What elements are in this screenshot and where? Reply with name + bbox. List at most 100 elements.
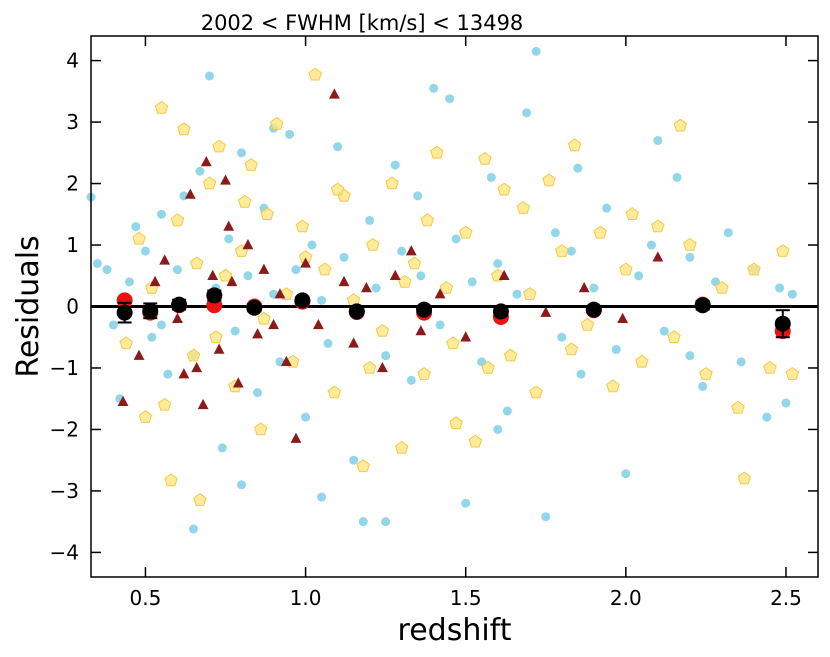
point-0-19 xyxy=(230,326,240,336)
point-1-67 xyxy=(237,194,252,208)
y-tick-label: 0 xyxy=(66,295,79,319)
point-2-24 xyxy=(348,337,360,348)
point-1-32 xyxy=(417,366,431,380)
point-1-45 xyxy=(567,138,582,152)
point-4-10 xyxy=(694,297,711,314)
point-4-6 xyxy=(348,303,365,320)
y-tick-label: 1 xyxy=(66,233,79,257)
point-2-11 xyxy=(226,275,238,287)
point-0-66 xyxy=(646,240,656,250)
point-0-72 xyxy=(723,228,733,238)
point-0-21 xyxy=(243,271,253,281)
point-0-15 xyxy=(204,71,214,81)
point-1-29 xyxy=(385,176,399,190)
point-0-68 xyxy=(672,172,682,182)
x-tick-label: 1.0 xyxy=(290,586,322,610)
axes: 0.5 1.0 1.5 2.0 2.5 −4 −3 −2 −1 0 1 2 3 4 xyxy=(50,36,818,610)
point-0-89 xyxy=(653,136,663,146)
point-1-31 xyxy=(407,256,422,270)
point-0-37 xyxy=(371,283,381,293)
series-2 xyxy=(117,88,664,443)
point-1-42 xyxy=(529,385,543,399)
point-0-35 xyxy=(358,517,368,527)
point-0-59 xyxy=(566,246,576,256)
point-2-2 xyxy=(149,275,161,287)
x-tick-label: 2.5 xyxy=(770,586,802,610)
binned-mean-marker xyxy=(294,292,311,309)
point-2-8 xyxy=(207,269,219,280)
point-2-25 xyxy=(361,282,372,293)
point-0-65 xyxy=(634,271,644,281)
point-0-75 xyxy=(762,412,772,422)
point-0-48 xyxy=(467,277,477,287)
point-1-43 xyxy=(542,173,556,187)
point-0-87 xyxy=(413,191,423,201)
point-2-39 xyxy=(223,220,235,231)
point-0-46 xyxy=(451,234,461,244)
point-0-80 xyxy=(237,480,247,490)
point-1-50 xyxy=(635,354,649,368)
point-1-14 xyxy=(244,157,258,171)
point-1-71 xyxy=(362,360,377,374)
point-0-61 xyxy=(589,283,599,293)
binned-mean-marker xyxy=(416,301,433,318)
point-2-18 xyxy=(280,355,292,367)
binned-mean-marker xyxy=(694,297,711,314)
point-1-78 xyxy=(564,342,579,356)
x-axis-title: redshift xyxy=(398,613,512,648)
point-1-6 xyxy=(177,122,191,136)
y-tick-label: 4 xyxy=(66,49,79,73)
point-0-42 xyxy=(416,271,426,281)
point-4-8 xyxy=(492,303,509,320)
point-1-35 xyxy=(449,416,463,430)
point-0-53 xyxy=(512,289,522,299)
point-0-8 xyxy=(147,332,157,342)
point-1-36 xyxy=(458,225,473,239)
point-1-27 xyxy=(366,237,380,251)
y-tick-label: −3 xyxy=(50,479,79,503)
point-0-52 xyxy=(502,406,512,416)
point-0-39 xyxy=(390,160,400,170)
y-tick-label: −4 xyxy=(50,540,79,564)
point-0-81 xyxy=(317,492,327,502)
point-1-53 xyxy=(673,118,688,132)
point-2-9 xyxy=(213,343,225,354)
point-4-1 xyxy=(142,302,159,320)
point-0-3 xyxy=(108,320,118,330)
point-0-73 xyxy=(736,357,746,367)
point-1-33 xyxy=(430,145,444,159)
point-2-4 xyxy=(172,312,183,323)
y-tick-label: 3 xyxy=(66,110,79,134)
point-0-50 xyxy=(486,172,496,182)
point-0-70 xyxy=(698,381,708,391)
point-2-5 xyxy=(184,188,196,199)
point-0-62 xyxy=(602,203,612,213)
point-2-20 xyxy=(300,257,311,268)
point-2-22 xyxy=(329,88,340,99)
point-1-52 xyxy=(667,330,681,343)
point-0-63 xyxy=(611,345,621,355)
point-0-26 xyxy=(285,129,295,139)
point-2-28 xyxy=(405,245,417,256)
point-2-6 xyxy=(191,361,203,373)
binned-mean-marker xyxy=(492,303,509,320)
point-2-17 xyxy=(274,288,286,299)
point-1-17 xyxy=(270,116,284,130)
point-0-51 xyxy=(493,258,503,268)
point-4-4 xyxy=(246,299,263,316)
point-1-8 xyxy=(193,493,207,506)
y-tick-label: −1 xyxy=(50,356,79,380)
point-2-27 xyxy=(389,269,401,280)
point-2-0 xyxy=(117,395,129,406)
point-0-27 xyxy=(291,265,301,275)
point-0-84 xyxy=(493,424,503,434)
point-0-9 xyxy=(156,209,166,219)
point-0-45 xyxy=(445,94,455,104)
point-1-15 xyxy=(254,422,268,436)
point-2-35 xyxy=(617,312,629,323)
point-0-67 xyxy=(659,326,669,336)
point-2-37 xyxy=(178,368,190,379)
binned-mean-marker xyxy=(142,302,159,319)
y-tick-label: 2 xyxy=(66,172,79,196)
point-1-61 xyxy=(776,244,790,257)
